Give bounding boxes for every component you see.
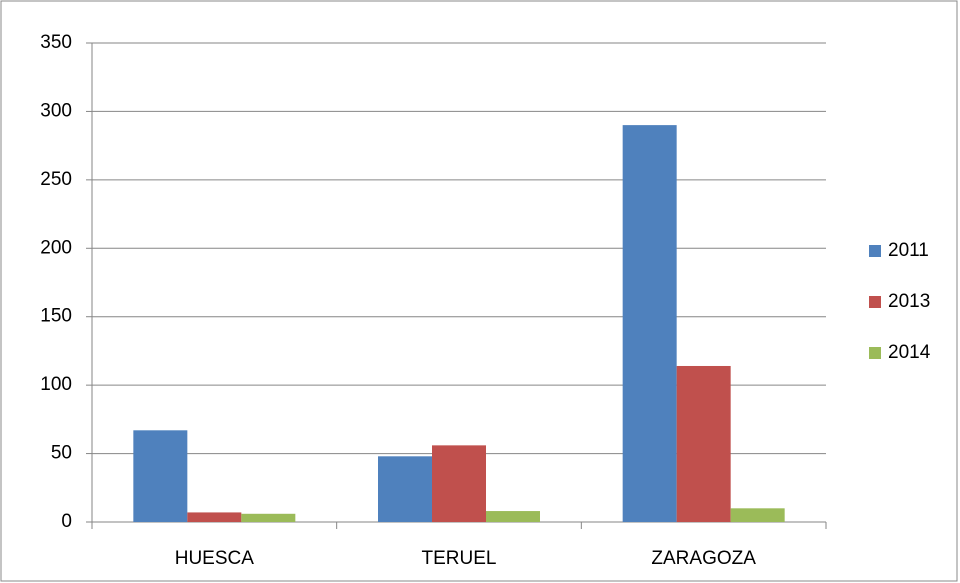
legend-label: 2013 <box>888 291 930 312</box>
bar <box>378 456 432 522</box>
bar <box>730 508 785 522</box>
y-tick-label: 50 <box>51 443 72 464</box>
bar <box>486 511 540 522</box>
x-tick-label: ZARAGOZA <box>651 548 756 569</box>
y-tick-label: 200 <box>40 237 72 258</box>
legend-swatch <box>869 347 881 359</box>
y-tick-label: 150 <box>40 306 72 327</box>
bar <box>187 512 242 522</box>
legend-label: 2014 <box>888 342 931 363</box>
y-tick-label: 350 <box>40 32 72 53</box>
y-tick-label: 100 <box>40 374 72 395</box>
y-tick-label: 0 <box>61 511 72 532</box>
legend-label: 2011 <box>888 240 929 261</box>
y-tick-label: 300 <box>40 100 72 121</box>
bar <box>676 365 731 522</box>
y-tick-label: 250 <box>40 169 72 190</box>
bar <box>622 125 677 522</box>
bar <box>432 445 486 522</box>
x-tick-label: TERUEL <box>422 548 497 569</box>
legend-swatch <box>869 245 881 257</box>
legend-swatch <box>869 296 881 308</box>
bar <box>133 430 188 522</box>
bar <box>241 513 296 522</box>
x-tick-label: HUESCA <box>175 548 255 569</box>
